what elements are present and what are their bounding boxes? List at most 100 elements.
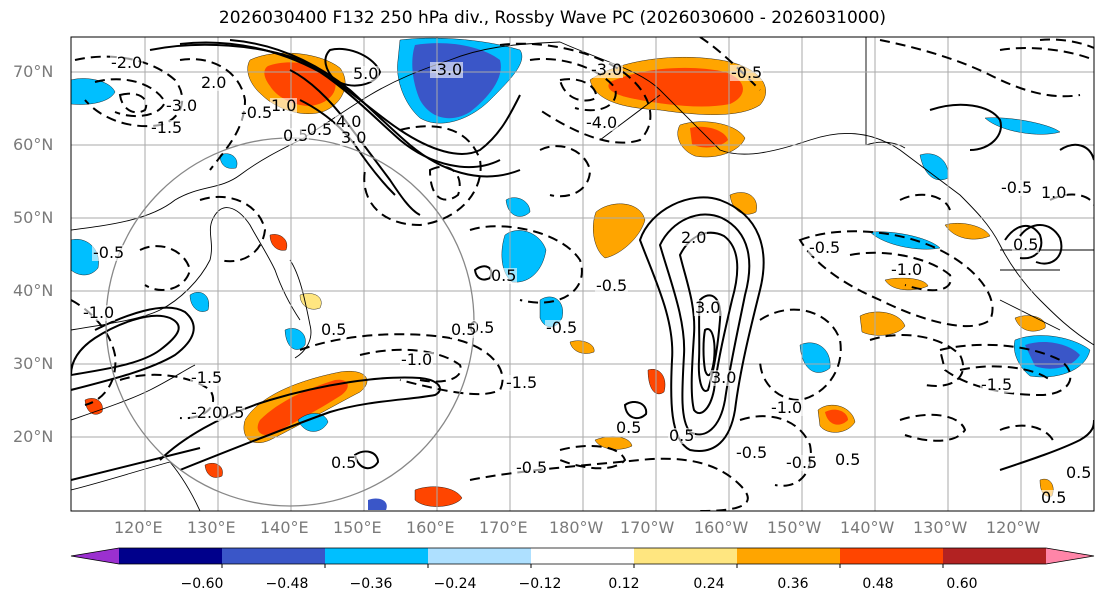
div-negative-area (219, 153, 238, 169)
contour-label-negative: -0.5 (785, 453, 819, 472)
div-negative-area (71, 239, 99, 276)
colorbar-swatch (428, 548, 532, 564)
div-negative-core (1025, 341, 1080, 369)
contour-label-negative: -1.5 (190, 368, 224, 387)
div-negative-area (984, 117, 1061, 135)
lat-label: 40°N (13, 281, 54, 300)
colorbar-swatch (943, 548, 1047, 564)
div-positive-area (414, 486, 463, 507)
div-positive-area (859, 311, 906, 336)
colorbar-tick-label: −0.12 (518, 576, 562, 592)
div-negative-area (368, 498, 387, 510)
div-positive-core (690, 126, 728, 148)
lon-label: 130°W (913, 518, 968, 537)
contour-label-positive: 1.0 (270, 96, 298, 115)
lon-label: 130°E (187, 518, 236, 537)
contour-label-negative: -1.5 (150, 118, 184, 137)
contour-label-positive: 0.5 (668, 426, 696, 445)
colorbar-tick-label: 0.60 (946, 576, 978, 592)
contour-label-negative: -0.5 (735, 443, 769, 462)
contour-label-positive: 3.0 (710, 368, 738, 387)
map-title: 2026030400 F132 250 hPa div., Rossby Wav… (218, 8, 887, 28)
colorbar-swatch (737, 548, 841, 564)
colorbar-outline (70, 547, 1095, 565)
colorbar-swatch (840, 548, 944, 564)
div-negative-area (189, 292, 209, 312)
div-positive-area (569, 340, 595, 354)
contour-label-negative: -0.5 (808, 238, 842, 257)
contour-label-negative: -1.0 (82, 303, 116, 322)
lon-label: 120°W (986, 518, 1041, 537)
contour-label-negative: -0.5 (300, 120, 334, 139)
contour-label-negative: -0.5 (545, 318, 579, 337)
div-positive-core (257, 379, 348, 436)
div-positive-core (825, 409, 848, 425)
contour-label-positive: 3.0 (340, 128, 368, 147)
contour-label-positive: 0.5 (615, 418, 643, 437)
div-positive-area (884, 277, 929, 291)
contour-label-positive: 0.5 (490, 266, 518, 285)
contour-label-positive: 0.5 (1065, 463, 1093, 482)
contour-label-negative: -0.5 (240, 103, 274, 122)
lon-label: 150°E (333, 518, 382, 537)
colorbar-swatch (222, 548, 326, 564)
contour-label-positive: 0.5 (450, 320, 478, 339)
lon-label: 140°W (840, 518, 895, 537)
lat-label: 50°N (13, 208, 54, 227)
contour-label-negative: -2.0 (110, 53, 144, 72)
contour-label-positive: 5.0 (352, 64, 380, 83)
div-positive-area (299, 293, 322, 310)
contour-label-positive: 3.0 (694, 298, 722, 317)
contour-label-positive: 1.0 (1040, 183, 1068, 202)
lat-label: 20°N (13, 427, 54, 446)
colorbar-tick-label: 0.36 (777, 576, 809, 592)
div-negative-area (799, 342, 831, 373)
lon-label: 170°W (620, 518, 675, 537)
contour-label-negative: -0.5 (92, 243, 126, 262)
contour-label-negative: -3.0 (165, 96, 199, 115)
contour-label-negative: -1.5 (505, 373, 539, 392)
div-positive-core (264, 62, 336, 106)
contour-label-positive: 0.5 (834, 450, 862, 469)
div-negative-area (284, 328, 306, 350)
contour-label-positive: 0.5 (320, 320, 348, 339)
contour-label-positive: 0.5 (1012, 235, 1040, 254)
colorbar-tick-label: −0.48 (265, 576, 309, 592)
contour-label-negative: -1.0 (770, 398, 804, 417)
contour-label-negative: -3.0 (430, 60, 464, 79)
lon-label: 150°W (767, 518, 822, 537)
colorbar-extend-max (1046, 548, 1094, 564)
colorbar-swatch (531, 548, 635, 564)
contour-label-positive: 0.5 (1040, 488, 1068, 507)
div-negative-area (71, 78, 116, 105)
lat-label: 60°N (13, 135, 54, 154)
div-negative-area (539, 296, 563, 328)
colorbar-tick-label: 0.12 (608, 576, 640, 592)
contour-label-negative: -1.0 (890, 260, 924, 279)
contour-label-negative: -4.0 (585, 113, 619, 132)
div-positive-area (269, 234, 288, 251)
contour-label-positive: 2.0 (680, 228, 708, 247)
lon-label: 120°E (114, 518, 163, 537)
contour-label-negative: -1.0 (400, 350, 434, 369)
contour-label-positive: 0.5 (218, 403, 246, 422)
colorbar (70, 547, 1095, 568)
colorbar-swatch (325, 548, 429, 564)
map-frame (70, 36, 1095, 512)
colorbar-tick-label: −0.24 (433, 576, 477, 592)
lon-label: 170°E (479, 518, 528, 537)
div-positive-core (608, 67, 743, 107)
contour-label-positive: 0.5 (330, 453, 358, 472)
div-negative-area (297, 413, 329, 432)
contour-label-negative: -0.5 (1000, 178, 1034, 197)
colorbar-swatch (119, 548, 223, 564)
lat-label: 70°N (13, 62, 54, 81)
div-negative-area (869, 231, 941, 250)
lat-label: 30°N (13, 354, 54, 373)
div-negative-core (412, 43, 501, 119)
contour-label-negative: -1.5 (980, 375, 1014, 394)
colorbar-tick-label: −0.36 (349, 576, 393, 592)
colorbar-swatch (634, 548, 738, 564)
contour-label-negative: -2.0 (190, 403, 224, 422)
